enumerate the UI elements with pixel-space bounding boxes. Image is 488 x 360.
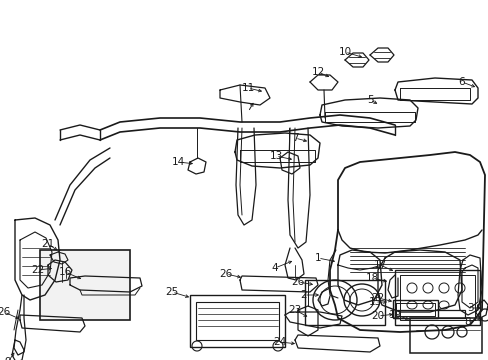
Text: 16: 16 xyxy=(58,267,71,277)
Text: 7: 7 xyxy=(291,133,298,143)
Text: 26: 26 xyxy=(219,269,232,279)
Text: 8: 8 xyxy=(464,317,470,327)
Bar xyxy=(399,275,474,320)
Text: 26: 26 xyxy=(291,277,304,287)
Text: 10: 10 xyxy=(338,47,351,57)
Text: 18: 18 xyxy=(365,273,378,283)
Text: 23: 23 xyxy=(288,305,301,315)
Text: 3: 3 xyxy=(466,303,472,313)
Text: 11: 11 xyxy=(241,83,254,93)
Bar xyxy=(40,250,130,320)
Text: 14: 14 xyxy=(171,157,184,167)
Text: 21: 21 xyxy=(41,239,55,249)
Text: 26: 26 xyxy=(0,307,11,317)
Bar xyxy=(394,310,464,318)
Text: 20: 20 xyxy=(371,311,384,321)
Text: 6: 6 xyxy=(458,77,465,87)
Text: 15: 15 xyxy=(367,297,381,307)
Bar xyxy=(392,300,437,318)
Text: 5: 5 xyxy=(366,95,372,105)
Text: 12: 12 xyxy=(311,67,324,77)
Text: 13: 13 xyxy=(269,151,282,161)
Text: 2: 2 xyxy=(300,290,306,300)
Text: 22: 22 xyxy=(31,265,44,275)
Bar xyxy=(394,270,479,325)
Text: 9: 9 xyxy=(5,357,11,360)
Text: 4: 4 xyxy=(271,263,278,273)
Text: 1: 1 xyxy=(314,253,321,263)
Bar xyxy=(409,318,481,353)
Text: 25: 25 xyxy=(165,287,178,297)
Bar xyxy=(190,295,285,347)
Text: 24: 24 xyxy=(273,337,286,347)
Bar xyxy=(196,302,279,340)
Text: 19: 19 xyxy=(387,310,401,320)
Text: 22: 22 xyxy=(370,293,384,303)
Bar xyxy=(305,280,384,325)
Text: 17: 17 xyxy=(373,260,386,270)
